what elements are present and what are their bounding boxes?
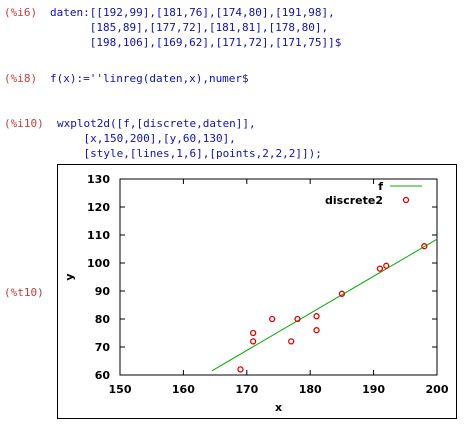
y-tick-label: 90	[95, 285, 111, 298]
x-tick-label: 160	[172, 383, 195, 396]
point	[313, 313, 320, 320]
legend-label: f	[378, 180, 383, 193]
code-line: daten:[[192,99],[181,76],[174,80],[191,9…	[50, 6, 335, 19]
cell-label: (%i8)	[4, 72, 38, 85]
code-line: wxplot2d([f,[discrete,daten]],	[57, 117, 256, 130]
y-tick-label: 80	[95, 313, 111, 326]
point	[376, 265, 384, 272]
point	[294, 315, 301, 323]
x-tick-label: 150	[109, 383, 132, 396]
x-tick-label: 200	[426, 383, 449, 396]
point	[338, 290, 346, 297]
legend-swatch	[402, 196, 410, 204]
x-axis-label: x	[275, 401, 282, 414]
y-tick-label: 100	[87, 257, 110, 270]
y-tick-label: 130	[87, 173, 110, 186]
point	[421, 243, 428, 250]
point	[313, 327, 320, 334]
y-tick-label: 120	[87, 201, 110, 214]
x-tick-label: 170	[235, 383, 258, 396]
fit-line	[211, 238, 438, 372]
cell-label: (%i10)	[4, 117, 44, 130]
code-line: [198,106],[169,62],[171,72],[171,75]]$	[50, 36, 342, 49]
y-tick-label: 70	[95, 341, 111, 354]
point	[237, 366, 244, 373]
code-line: [style,[lines,1,6],[points,2,2,2]]);	[57, 147, 322, 160]
y-tick-label: 60	[95, 369, 111, 382]
point	[288, 338, 295, 345]
x-tick-label: 190	[362, 383, 385, 396]
code-line: f(x):=''linreg(daten,x),numer$	[50, 72, 249, 85]
point	[249, 329, 257, 337]
x-tick-label: 180	[299, 383, 322, 396]
point	[383, 262, 390, 269]
plot-frame	[57, 164, 457, 419]
output-label: (%t10)	[4, 286, 44, 299]
plot-area	[119, 178, 438, 376]
point	[249, 338, 257, 345]
code-line: [185,89],[177,72],[181,81],[178,80],	[50, 21, 329, 34]
cell-label: (%i6)	[4, 6, 38, 19]
point	[269, 315, 276, 323]
legend-label: discrete2	[325, 194, 383, 207]
y-tick-label: 110	[87, 229, 110, 242]
code-line: [x,150,200],[y,60,130],	[57, 132, 236, 145]
y-axis-label: y	[63, 273, 76, 280]
